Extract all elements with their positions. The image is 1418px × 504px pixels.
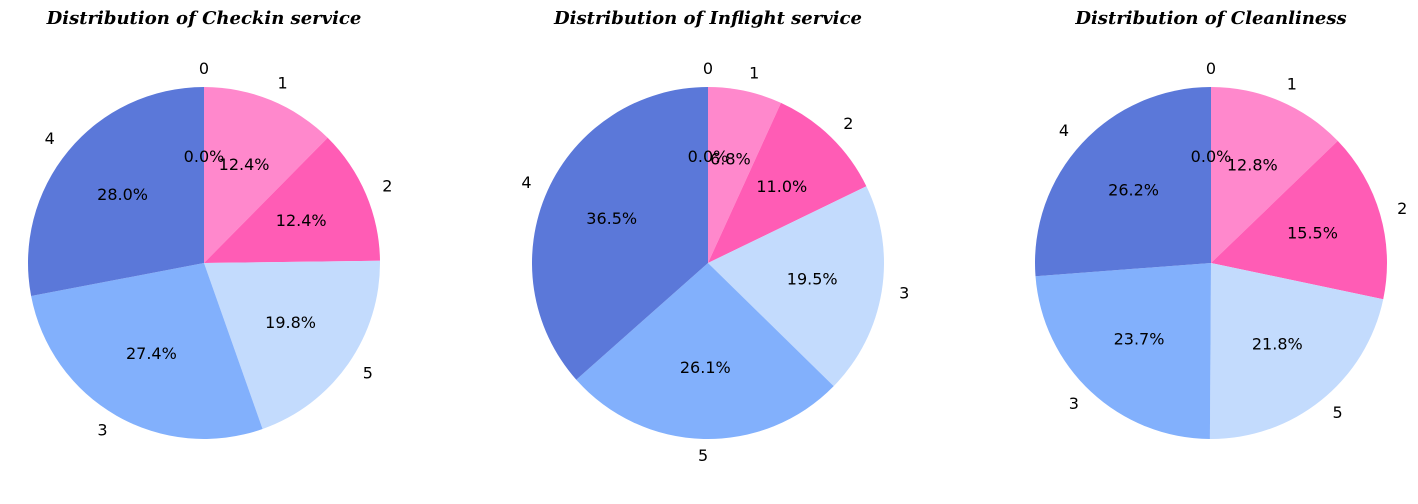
- percent-label-checkin-service-3: 27.4%: [126, 344, 177, 363]
- percent-label-cleanliness-2: 15.5%: [1287, 223, 1338, 242]
- pie-slice-checkin-service-4: [27, 87, 204, 296]
- pie-chart-checkin: Distribution of Checkin service 0 0.0% 1 12…: [27, 8, 392, 439]
- pie-slice-inflight-service-4: [531, 87, 708, 380]
- slice-label-checkin-service-2: 2: [382, 177, 392, 196]
- slice-label-checkin-service-1: 1: [278, 73, 288, 92]
- slice-label-inflight-service-2: 2: [843, 114, 853, 133]
- percent-label-cleanliness-0: 0.0%: [1191, 147, 1232, 166]
- slice-label-cleanliness-3: 3: [1069, 394, 1079, 413]
- percent-label-checkin-service-2: 12.4%: [276, 211, 327, 230]
- pie-slice-inflight-service-5: [576, 263, 834, 440]
- pie-slice-inflight-service-2: [708, 102, 867, 263]
- slice-label-checkin-service-4: 4: [45, 129, 55, 148]
- percent-label-checkin-service-1: 12.4%: [219, 155, 270, 174]
- percent-label-cleanliness-1: 12.8%: [1227, 155, 1278, 174]
- pie-slice-cleanliness-3: [1035, 263, 1211, 439]
- percent-label-inflight-service-3: 19.5%: [787, 270, 838, 289]
- percent-label-inflight-service-0: 0.0%: [688, 147, 729, 166]
- slice-label-cleanliness-2: 2: [1397, 199, 1407, 218]
- pie-slice-inflight-service-3: [708, 186, 885, 387]
- percent-label-inflight-service-2: 11.0%: [756, 177, 807, 196]
- percent-label-inflight-service-4: 36.5%: [586, 209, 637, 228]
- slice-label-inflight-service-0: 0: [703, 59, 713, 78]
- slice-label-checkin-service-0: 0: [199, 59, 209, 78]
- chart-title-checkin: Distribution of Checkin service: [46, 8, 362, 29]
- pie-slice-cleanliness-2: [1211, 140, 1388, 300]
- pie-chart-cleanliness: Distribution of Cleanliness 0 0.0% 1 12.8% 2…: [1035, 8, 1407, 439]
- slice-label-cleanliness-5: 5: [1333, 403, 1343, 422]
- pie-chart-inflight: Distribution of Inflight service 0 0.0% 1 6…: [521, 8, 909, 465]
- percent-label-inflight-service-5: 26.1%: [680, 358, 731, 377]
- percent-label-cleanliness-5: 21.8%: [1252, 335, 1303, 354]
- slice-label-inflight-service-1: 1: [749, 63, 759, 82]
- pie-slice-inflight-service-1: [708, 87, 781, 263]
- slice-label-inflight-service-3: 3: [899, 284, 909, 303]
- slice-label-inflight-service-5: 5: [698, 446, 708, 465]
- percent-label-checkin-service-4: 28.0%: [97, 185, 148, 204]
- percent-label-checkin-service-5: 19.8%: [265, 313, 316, 332]
- pie-slice-cleanliness-5: [1209, 263, 1384, 439]
- chart-title-cleanliness: Distribution of Cleanliness: [1074, 8, 1346, 29]
- pie-slice-checkin-service-1: [204, 87, 328, 263]
- slice-label-inflight-service-4: 4: [521, 173, 531, 192]
- percent-label-inflight-service-1: 6.8%: [710, 149, 751, 168]
- pie-slice-cleanliness-4: [1035, 87, 1211, 277]
- slice-label-checkin-service-5: 5: [363, 363, 373, 382]
- chart-title-inflight: Distribution of Inflight service: [553, 8, 862, 29]
- slice-label-checkin-service-3: 3: [97, 420, 107, 439]
- percent-label-cleanliness-3: 23.7%: [1114, 330, 1165, 349]
- slice-label-cleanliness-0: 0: [1206, 59, 1216, 78]
- pie-slice-cleanliness-1: [1211, 87, 1338, 263]
- percent-label-cleanliness-4: 26.2%: [1108, 181, 1159, 200]
- percent-label-checkin-service-0: 0.0%: [184, 147, 225, 166]
- slice-label-cleanliness-1: 1: [1287, 74, 1297, 93]
- pie-slice-checkin-service-5: [204, 260, 381, 429]
- slice-label-cleanliness-4: 4: [1059, 121, 1069, 140]
- pie-slice-checkin-service-2: [204, 137, 380, 263]
- pie-slice-checkin-service-3: [31, 263, 263, 439]
